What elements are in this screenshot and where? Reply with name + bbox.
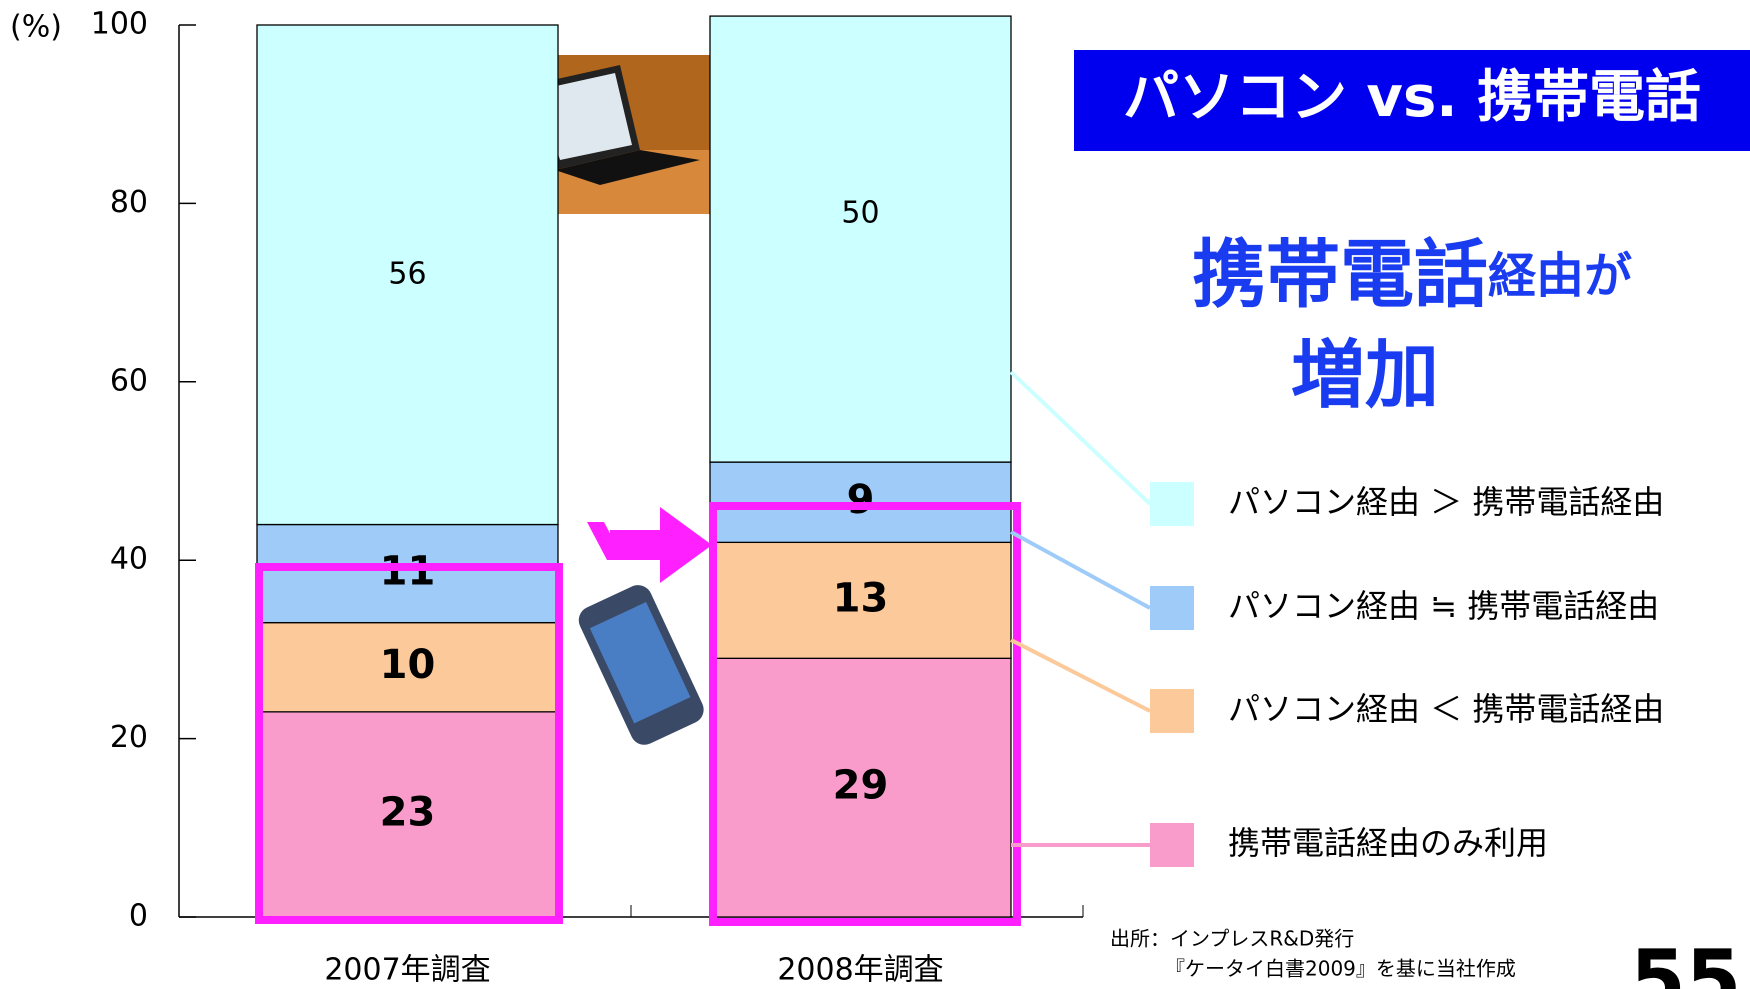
y-tick-label: 60: [110, 363, 148, 398]
bar-segment: [256, 24, 559, 526]
legend-swatch: [1150, 823, 1194, 867]
arrow: [587, 507, 712, 583]
value-label: 11: [380, 549, 436, 595]
legend-label: パソコン経由 ＞ 携帯電話経由: [1228, 483, 1664, 521]
annotation-part: 経由が: [1488, 248, 1632, 304]
legend-connector: [1009, 370, 1152, 506]
value-label: 50: [841, 196, 879, 231]
value-label: 10: [380, 642, 436, 688]
bar-segment: [709, 657, 1012, 918]
value-label: 13: [833, 575, 889, 621]
y-tick-label: 0: [129, 899, 148, 934]
x-tick-label: 2008年調査: [777, 953, 943, 988]
highlight-box: [709, 502, 1021, 926]
legend-label: パソコン経由 ＜ 携帯電話経由: [1228, 690, 1664, 728]
highlight-box: [255, 563, 563, 924]
annotation: 増加: [1291, 333, 1439, 419]
value-label: 23: [380, 789, 436, 835]
legend-label: 携帯電話経由のみ利用: [1228, 824, 1548, 862]
page-number: 55: [1630, 933, 1741, 989]
legend-swatch: [1150, 586, 1194, 630]
y-axis-label: (%): [10, 10, 62, 45]
y-tick-label: 40: [110, 542, 148, 577]
bar-segment: [709, 15, 1012, 463]
title-box: [1074, 50, 1750, 151]
value-label: 9: [847, 477, 875, 523]
value-label: 56: [388, 256, 426, 291]
legend-connector: [1010, 638, 1151, 713]
annotation-part: 携帯電話: [1192, 232, 1488, 318]
legend-label: パソコン経由 ≒ 携帯電話経由: [1228, 587, 1659, 625]
x-tick-label: 2007年調査: [324, 953, 490, 988]
bar-segment: [709, 541, 1012, 659]
source: 『ケータイ白書2009』を基に当社作成: [1165, 957, 1516, 981]
value-label: 29: [833, 763, 889, 809]
source: 出所：インプレスR&D発行: [1110, 927, 1354, 951]
legend-swatch: [1150, 689, 1194, 733]
y-tick-label: 80: [110, 185, 148, 220]
phone-image: [578, 585, 704, 745]
legend-swatch: [1150, 482, 1194, 526]
chart-title: パソコン vs. 携帯電話: [1123, 65, 1701, 130]
y-tick-label: 100: [91, 7, 148, 42]
bar-segment: [256, 621, 559, 713]
y-tick-label: 20: [110, 720, 148, 755]
annotation: 携帯電話経由が: [1192, 232, 1632, 318]
legend-connector: [1010, 530, 1151, 610]
